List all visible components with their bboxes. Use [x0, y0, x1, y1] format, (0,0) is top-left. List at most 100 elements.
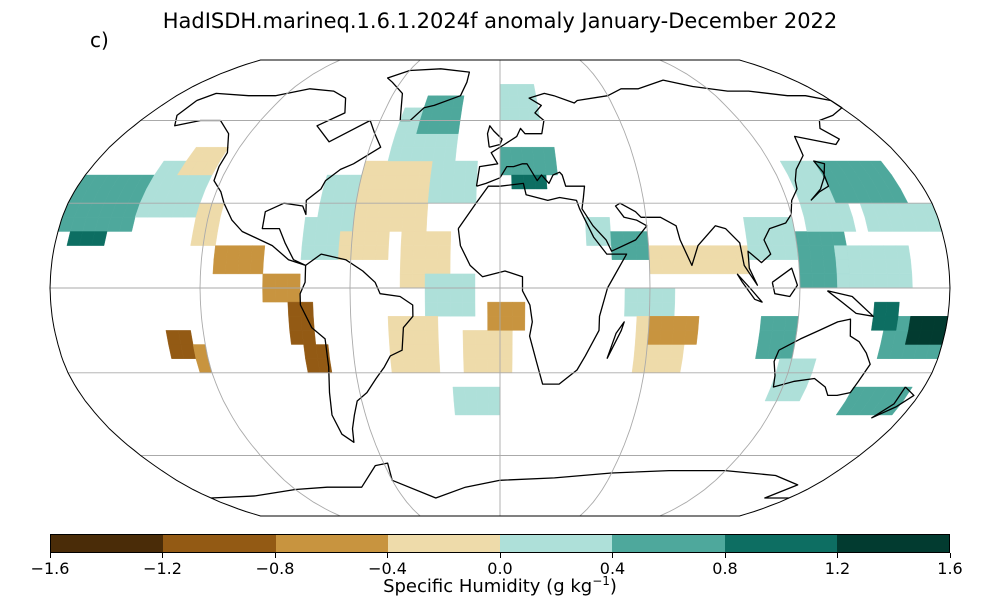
anomaly-cell — [213, 245, 229, 260]
anomaly-cell — [463, 358, 477, 373]
anomaly-cell — [327, 217, 343, 232]
anomaly-cell — [413, 330, 427, 345]
colorbar-segment — [836, 535, 949, 552]
anomaly-cell — [475, 330, 488, 345]
anomaly-cell — [464, 386, 478, 402]
anomaly-cell — [352, 217, 367, 232]
anomaly-cell — [453, 160, 467, 176]
anomaly-cell — [897, 259, 913, 275]
colorbar-tick — [837, 553, 838, 558]
anomaly-cell — [660, 245, 675, 260]
anomaly-cell — [365, 202, 381, 218]
coastline — [827, 290, 874, 317]
anomaly-cell — [402, 202, 417, 218]
coastline — [475, 79, 843, 286]
anomaly-cell — [401, 217, 416, 232]
coastline — [457, 182, 628, 385]
colorbar-tick-label: 1.6 — [937, 559, 963, 578]
anomaly-cell — [661, 301, 676, 317]
anomaly-cell — [399, 273, 413, 289]
anomaly-cell — [287, 287, 301, 303]
anomaly-cell — [414, 202, 429, 218]
colorbar-segment — [612, 535, 725, 552]
anomaly-cell — [891, 386, 913, 402]
anomaly-cell — [784, 245, 799, 260]
anomaly-cell — [388, 330, 403, 345]
anomaly-cell — [821, 245, 837, 260]
anomaly-cell — [350, 245, 365, 260]
anomaly-cell — [487, 358, 501, 373]
anomaly-cell — [262, 287, 276, 303]
anomaly-cell — [660, 316, 675, 331]
anomaly-cell — [389, 344, 403, 359]
anomaly-cell — [367, 188, 383, 204]
anomaly-cell — [400, 231, 415, 246]
anomaly-cell — [287, 273, 301, 289]
anomaly-cell — [836, 273, 851, 289]
anomaly-cell — [487, 330, 501, 345]
anomaly-cell — [412, 259, 426, 275]
coastlines — [174, 68, 915, 499]
anomaly-cell — [759, 316, 774, 331]
anomaly-cell — [417, 174, 432, 190]
anomaly-cell — [425, 316, 439, 331]
coastline — [386, 68, 471, 122]
anomaly-cell — [811, 273, 826, 289]
anomaly-cell — [534, 174, 548, 190]
anomaly-cell — [769, 231, 785, 246]
anomaly-cell — [509, 107, 521, 121]
anomaly-cell — [427, 188, 442, 204]
anomaly-cell — [886, 273, 901, 289]
anomaly-cell — [425, 231, 439, 246]
coastline — [736, 273, 763, 303]
anomaly-cell — [673, 316, 687, 331]
anomaly-cell — [465, 160, 478, 176]
anomaly-cell — [635, 316, 650, 331]
anomaly-cell — [301, 330, 317, 345]
anomaly-cell — [487, 344, 501, 359]
anomaly-cell — [412, 273, 426, 289]
anomaly-cell — [624, 301, 638, 317]
colorbar-tick — [949, 553, 951, 558]
anomaly-cell — [399, 259, 414, 275]
anomaly-cell — [510, 146, 523, 162]
anomaly-cell — [421, 146, 436, 162]
anomaly-cell — [833, 245, 849, 260]
anomaly-cell — [462, 330, 476, 345]
colorbar-tick — [274, 553, 276, 558]
anomaly-cell — [452, 386, 466, 402]
colorbar-tick-label: 0.4 — [599, 559, 626, 578]
anomaly-cell — [499, 358, 513, 373]
anomaly-cell — [499, 344, 513, 359]
colorbar-tick — [162, 553, 163, 558]
anomaly-cell — [487, 301, 501, 317]
anomaly-cell — [226, 245, 241, 260]
anomaly-cell — [413, 217, 428, 232]
map-border — [49, 59, 951, 517]
anomaly-cell — [636, 301, 651, 317]
anomaly-cell — [363, 231, 378, 246]
anomaly-cell — [432, 146, 447, 162]
anomaly-cell — [624, 287, 638, 303]
panel-label: c) — [90, 28, 109, 52]
anomaly-cell — [451, 188, 465, 204]
anomaly-cell — [895, 316, 911, 331]
anomaly-cell — [487, 386, 501, 402]
anomaly-cell — [238, 245, 253, 260]
anomaly-cell — [661, 259, 676, 275]
anomaly-cell — [510, 160, 524, 176]
anomaly-cell — [437, 245, 451, 260]
anomaly-cell — [873, 259, 888, 275]
colorbar-tick-label: 1.2 — [824, 559, 851, 578]
anomaly-cell — [634, 330, 649, 345]
anomaly-cell — [437, 259, 451, 275]
anomaly-cell — [315, 217, 330, 232]
anomaly-cell — [858, 245, 874, 260]
anomaly-cell — [671, 330, 686, 345]
anomaly-cell — [659, 330, 674, 345]
anomaly-cell — [745, 231, 761, 246]
anomaly-cell — [429, 174, 443, 190]
anomaly-cell — [364, 217, 379, 232]
coastline — [299, 253, 414, 443]
anomaly-cell — [300, 245, 315, 260]
